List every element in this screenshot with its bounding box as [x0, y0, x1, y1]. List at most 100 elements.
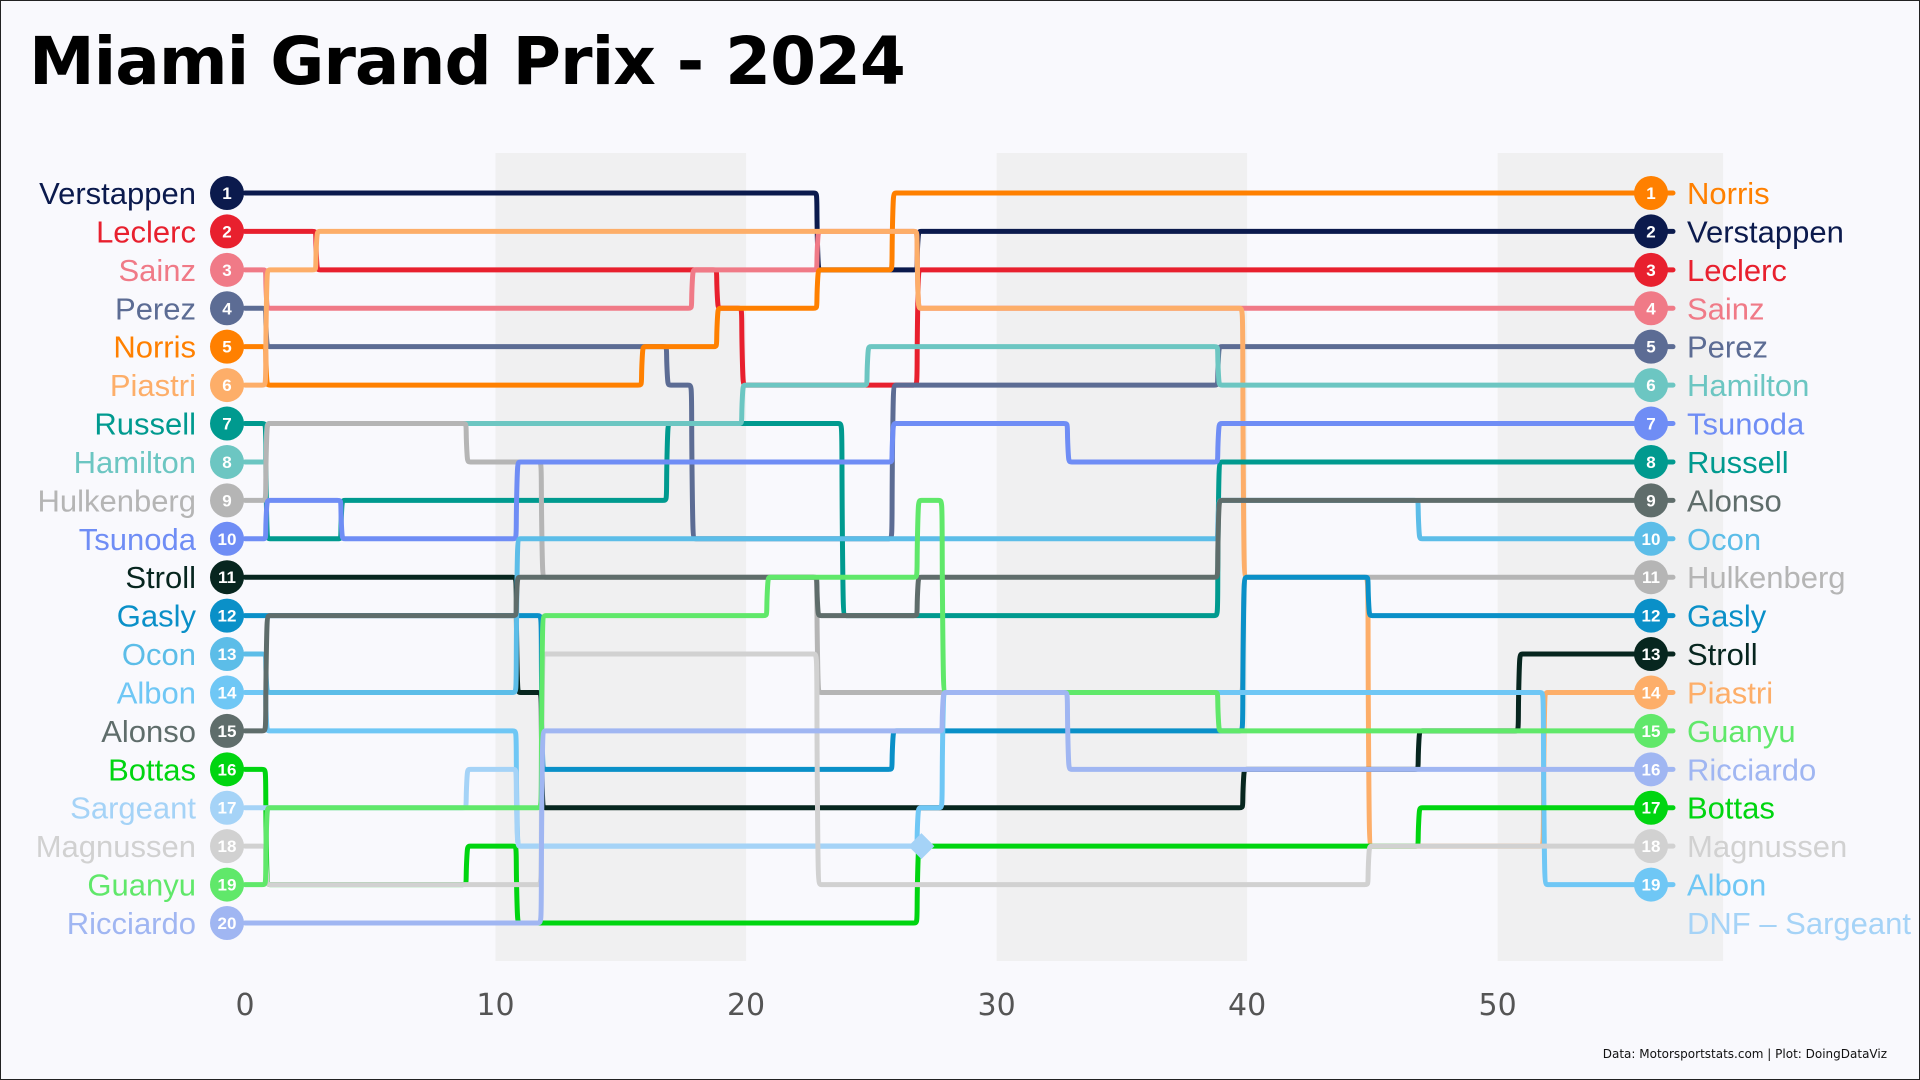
finish-driver-label: Tsunoda [1687, 407, 1805, 442]
start-badge [210, 906, 244, 940]
start-position: 15 [218, 722, 237, 741]
start-position: 18 [218, 837, 237, 856]
series-line-albon [242, 689, 1676, 888]
start-driver-label: Norris [113, 330, 196, 365]
start-position: 20 [218, 914, 237, 933]
finish-badge [1634, 867, 1668, 902]
start-badge [210, 560, 244, 595]
start-position: 13 [218, 645, 237, 664]
finish-driver-label: Stroll [1687, 637, 1758, 672]
start-badge [210, 406, 244, 441]
series-line-tsunoda [242, 421, 1676, 542]
finish-driver-label: Perez [1687, 330, 1768, 365]
finish-position: 3 [1646, 261, 1655, 280]
finish-position: 14 [1642, 683, 1661, 702]
start-position: 12 [218, 607, 237, 626]
finish-position: 2 [1646, 222, 1655, 241]
finish-driver-label: Verstappen [1687, 214, 1844, 249]
finish-driver-label: Gasly [1687, 599, 1767, 634]
start-badge [210, 829, 244, 864]
start-driver-label: Leclerc [96, 214, 196, 249]
finish-badge [1634, 444, 1668, 479]
start-position: 7 [222, 415, 231, 434]
finish-badge [1634, 252, 1668, 287]
finish-badge [1634, 483, 1668, 518]
start-driver-label: Stroll [125, 560, 196, 595]
lap-band [996, 153, 1248, 961]
start-position: 16 [218, 760, 237, 779]
x-tick-label: 20 [727, 988, 765, 1023]
start-badge [210, 752, 244, 787]
finish-position: 13 [1642, 645, 1661, 664]
finish-badge [1634, 176, 1668, 210]
start-badge [210, 713, 244, 748]
start-position: 5 [222, 338, 231, 357]
series-line-russell [242, 421, 1676, 619]
finish-position: 17 [1642, 799, 1661, 818]
start-driver-label: Sainz [118, 253, 196, 288]
start-driver-label: Gasly [117, 599, 197, 634]
chart-title: Miami Grand Prix - 2024 [29, 23, 906, 100]
finish-position: 12 [1642, 607, 1661, 626]
finish-badge [1634, 598, 1668, 633]
finish-position: 1 [1646, 184, 1655, 203]
dnf-marker [908, 833, 935, 860]
finish-badge [1634, 406, 1668, 441]
start-driver-label: Ricciardo [67, 906, 196, 941]
finish-badge [1634, 637, 1668, 672]
x-tick-label: 30 [977, 988, 1015, 1023]
start-position: 6 [222, 376, 231, 395]
start-position: 1 [222, 184, 231, 203]
start-position: 3 [222, 261, 231, 280]
finish-position: 5 [1646, 338, 1655, 357]
finish-badge [1634, 752, 1668, 787]
series-line-alonso [242, 497, 1676, 734]
finish-driver-label: Norris [1687, 176, 1770, 211]
finish-driver-label: Alonso [1687, 483, 1782, 518]
start-badge [210, 329, 244, 364]
finish-position: 4 [1646, 299, 1656, 318]
start-badge [210, 598, 244, 633]
finish-badge [1634, 291, 1668, 326]
finish-badge [1634, 560, 1668, 595]
finish-position: 16 [1642, 760, 1661, 779]
series-line-hamilton [242, 344, 1676, 465]
start-driver-label: Hulkenberg [37, 483, 196, 518]
start-position: 17 [218, 799, 237, 818]
start-driver-label: Ocon [122, 637, 196, 672]
finish-position: 11 [1642, 568, 1660, 587]
start-badge [210, 291, 244, 326]
start-badge [210, 675, 244, 710]
start-position: 10 [218, 530, 237, 549]
start-position: 8 [222, 453, 231, 472]
start-badge [210, 867, 244, 902]
finish-badge [1634, 790, 1668, 825]
start-badge [210, 176, 244, 210]
finish-driver-label: Ocon [1687, 522, 1761, 557]
dnf-label: DNF – Sargeant [1687, 906, 1911, 941]
start-badge [210, 637, 244, 672]
start-position: 19 [218, 876, 237, 895]
data-credit: Data: Motorsportstats.com | Plot: DoingD… [1602, 1047, 1887, 1061]
start-badge [210, 252, 244, 287]
finish-driver-label: Leclerc [1687, 253, 1787, 288]
start-position: 2 [222, 222, 231, 241]
start-driver-label: Tsunoda [79, 522, 197, 557]
start-position: 9 [222, 491, 231, 510]
x-tick-label: 40 [1228, 988, 1266, 1023]
finish-driver-label: Magnussen [1687, 829, 1847, 864]
start-driver-label: Bottas [108, 752, 196, 787]
finish-badge [1634, 368, 1668, 403]
start-position: 11 [218, 568, 236, 587]
start-position: 4 [222, 299, 232, 318]
start-driver-label: Alonso [101, 714, 196, 749]
finish-position: 6 [1646, 376, 1655, 395]
finish-position: 7 [1646, 415, 1655, 434]
finish-driver-label: Ricciardo [1687, 752, 1816, 787]
start-badge [210, 483, 244, 518]
finish-driver-label: Sainz [1687, 291, 1765, 326]
series-line-gasly [242, 574, 1676, 772]
start-badge [210, 444, 244, 479]
